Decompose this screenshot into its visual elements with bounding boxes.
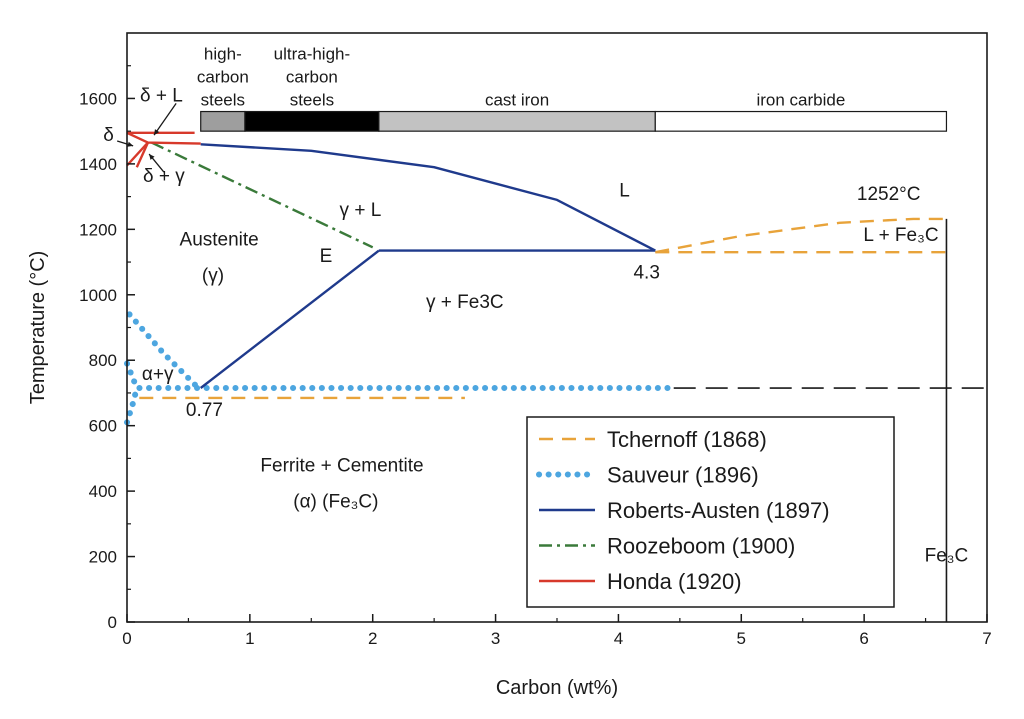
- region-label: (γ): [202, 266, 224, 287]
- composition-band-label: cast iron: [485, 91, 549, 110]
- series-line-2: [200, 143, 656, 252]
- legend-box: [526, 416, 895, 608]
- composition-band-label: carbon: [197, 68, 249, 87]
- legend-entry: Roberts-Austen (1897): [607, 498, 830, 523]
- composition-band: [244, 110, 380, 132]
- composition-band-label: steels: [290, 91, 334, 110]
- region-label: 4.3: [633, 262, 659, 283]
- region-label: 1252°C: [857, 184, 921, 205]
- x-tick-label: 3: [491, 629, 500, 648]
- y-tick-label: 0: [108, 613, 117, 632]
- data-series: [124, 131, 947, 426]
- legend-entry: Roozeboom (1900): [607, 534, 795, 559]
- x-tick-label: 7: [982, 629, 991, 648]
- composition-band: [654, 110, 948, 132]
- composition-band: [378, 110, 656, 132]
- region-label: δ + L: [140, 86, 183, 107]
- region-label: Austenite: [180, 230, 259, 251]
- pointer-arrow-head: [149, 154, 155, 160]
- y-tick-label: 1200: [79, 220, 117, 239]
- region-label: δ + γ: [143, 166, 185, 187]
- legend-entry: Honda (1920): [607, 569, 742, 594]
- composition-band-label: high-: [204, 45, 242, 64]
- region-label: Fe₃C: [925, 545, 969, 566]
- composition-band-label: iron carbide: [756, 91, 845, 110]
- series-line-3: [151, 141, 374, 249]
- y-tick-label: 400: [89, 482, 117, 501]
- region-label: E: [320, 246, 333, 267]
- x-tick-label: 5: [737, 629, 746, 648]
- x-axis-title: Carbon (wt%): [496, 677, 618, 699]
- region-label: α+γ: [142, 364, 174, 385]
- region-label: γ + Fe3C: [426, 292, 504, 313]
- legend-entry: Sauveur (1896): [607, 463, 759, 488]
- y-tick-label: 1000: [79, 286, 117, 305]
- region-label: 0.77: [186, 400, 223, 421]
- series-line-1: [124, 385, 677, 426]
- series-line-0: [655, 217, 947, 254]
- y-tick-label: 800: [89, 351, 117, 370]
- legend: Tchernoff (1868) Sauveur (1896) Roberts-Au…: [526, 416, 895, 608]
- region-annotations: δ + L δ δ + γ γ + L L 1252°C Austenite (γ) E 4.3 γ…: [103, 86, 968, 567]
- series-line-2: [199, 249, 380, 389]
- region-label: L: [619, 181, 630, 202]
- y-tick-label: 600: [89, 417, 117, 436]
- y-tick-label: 1600: [79, 89, 117, 108]
- region-label: (α) (Fe₃C): [293, 491, 378, 512]
- region-label: Ferrite + Cementite: [260, 455, 423, 476]
- x-tick-label: 4: [614, 629, 623, 648]
- y-tick-label: 200: [89, 548, 117, 567]
- legend-entry: Tchernoff (1868): [607, 427, 767, 452]
- series-line-1: [124, 360, 140, 391]
- composition-bands: high-carbon steels ultra-high-carbon steels…: [197, 45, 948, 132]
- region-label: δ: [103, 125, 114, 146]
- x-tick-label: 1: [245, 629, 254, 648]
- composition-band-label: carbon: [286, 68, 338, 87]
- pointer-arrow-line: [153, 102, 177, 136]
- x-tick-label: 2: [368, 629, 377, 648]
- x-tick-label: 0: [122, 629, 131, 648]
- y-axis-title: Temperature (°C): [27, 251, 49, 405]
- pointer-arrow-head: [127, 141, 134, 147]
- axes: 0 1 2 3 4 5 6 7 0 200 400 600 800 1000 1200 1400 1600: [79, 65, 992, 648]
- reference-lines: [673, 218, 987, 622]
- composition-band: [200, 110, 246, 132]
- composition-band-label: steels: [201, 91, 245, 110]
- series-line-4: [135, 142, 149, 168]
- pointer-arrow-head: [154, 129, 160, 136]
- series-line-4: [126, 141, 149, 167]
- region-label: L + Fe₃C: [863, 225, 938, 246]
- y-tick-label: 1400: [79, 155, 117, 174]
- composition-band-label: ultra-high-: [274, 45, 351, 64]
- x-tick-label: 6: [859, 629, 868, 648]
- region-label: γ + L: [340, 200, 382, 221]
- series-line-1: [126, 311, 202, 391]
